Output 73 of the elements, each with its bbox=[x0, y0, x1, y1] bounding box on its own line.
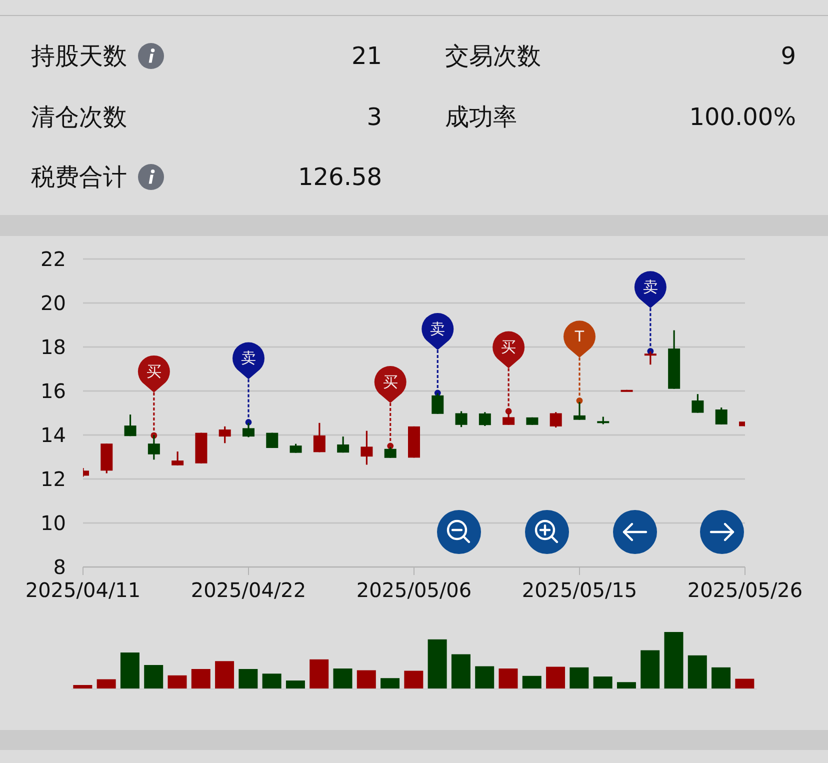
bar bbox=[144, 665, 164, 689]
bar bbox=[262, 674, 282, 689]
candlestick bbox=[360, 430, 373, 466]
candlestick bbox=[337, 436, 350, 454]
candlestick bbox=[290, 443, 302, 454]
bar bbox=[546, 666, 566, 689]
bar bbox=[286, 680, 305, 689]
bar bbox=[404, 670, 424, 689]
candlestick bbox=[692, 393, 704, 414]
candlestick bbox=[550, 411, 562, 428]
y-tick-label: 10 bbox=[40, 511, 66, 536]
bar bbox=[498, 668, 518, 689]
bar bbox=[120, 652, 140, 689]
text: 21 bbox=[351, 42, 382, 70]
candlestick bbox=[218, 426, 231, 444]
text: 交易次数 bbox=[445, 41, 541, 72]
bar bbox=[215, 661, 234, 689]
x-tick-label: 2025/05/26 bbox=[687, 578, 803, 602]
text: 买 bbox=[146, 362, 162, 380]
y-tick-label: 12 bbox=[40, 467, 66, 492]
text: 成功率 bbox=[445, 102, 517, 132]
y-tick-label: 8 bbox=[53, 555, 66, 580]
x-tick-label: 2025/04/11 bbox=[25, 578, 141, 602]
candlestick bbox=[124, 414, 136, 437]
candlestick bbox=[478, 411, 491, 427]
bar bbox=[570, 667, 589, 689]
text: 126.58 bbox=[298, 163, 382, 191]
bar bbox=[664, 632, 684, 689]
text: 卖 bbox=[642, 278, 658, 296]
bar bbox=[333, 668, 352, 689]
bar bbox=[475, 666, 494, 689]
bar bbox=[616, 682, 636, 689]
bar bbox=[735, 678, 754, 689]
y-tick-label: 22 bbox=[40, 247, 66, 272]
candlestick bbox=[455, 410, 468, 428]
text: 3 bbox=[366, 102, 382, 130]
text: T bbox=[574, 328, 585, 346]
bar bbox=[593, 676, 612, 689]
text: 买 bbox=[382, 373, 398, 391]
bar bbox=[380, 678, 400, 689]
text: 卖 bbox=[430, 320, 446, 338]
text: 100.00% bbox=[689, 102, 796, 130]
bar bbox=[712, 667, 731, 689]
text: 持股天数 bbox=[31, 41, 127, 72]
x-tick-label: 2025/05/06 bbox=[356, 578, 472, 602]
text: 买 bbox=[501, 338, 516, 356]
y-tick-label: 18 bbox=[40, 335, 66, 360]
x-tick-label: 2025/05/15 bbox=[522, 578, 638, 602]
bar bbox=[191, 669, 210, 689]
candlestick bbox=[172, 450, 184, 466]
x-tick-label: 2025/04/22 bbox=[190, 578, 306, 602]
bar bbox=[238, 669, 258, 689]
bar bbox=[640, 650, 660, 689]
y-tick-label: 16 bbox=[40, 379, 66, 404]
bar bbox=[96, 679, 116, 689]
bar bbox=[428, 639, 447, 689]
candlestick bbox=[313, 422, 326, 453]
bar bbox=[522, 676, 542, 689]
candlestick bbox=[715, 406, 728, 426]
bar bbox=[451, 654, 470, 689]
text: 9 bbox=[780, 42, 796, 70]
candlestick bbox=[148, 434, 160, 460]
candlestick bbox=[266, 432, 278, 449]
text: 清仓次数 bbox=[31, 102, 127, 132]
bar bbox=[356, 670, 376, 689]
y-tick-label: 14 bbox=[40, 423, 66, 448]
bar bbox=[310, 659, 329, 689]
bar bbox=[168, 675, 187, 689]
bar bbox=[688, 655, 707, 689]
point bbox=[505, 408, 512, 414]
text: 税费合计 bbox=[31, 162, 127, 193]
text: 卖 bbox=[241, 349, 256, 368]
y-tick-label: 20 bbox=[40, 291, 66, 316]
